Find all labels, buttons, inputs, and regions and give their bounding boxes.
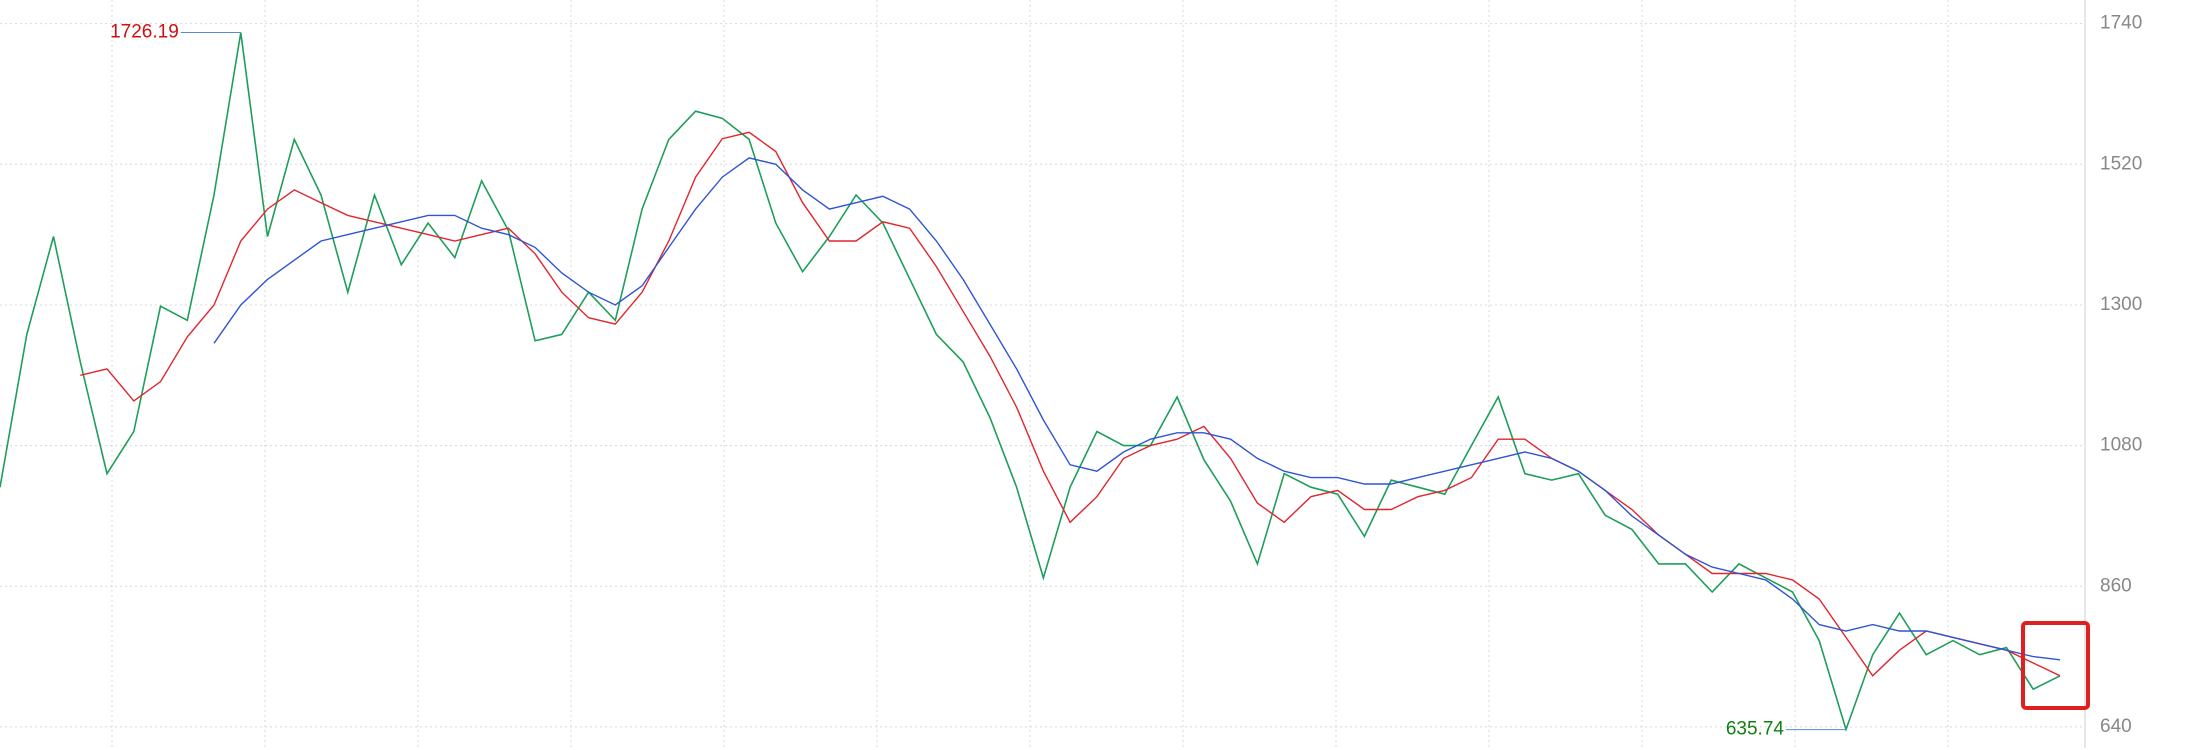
max-label: 1726.19: [110, 21, 179, 42]
y-tick-label: 860: [2100, 575, 2132, 596]
y-tick-label: 1520: [2100, 153, 2142, 174]
y-tick-label: 640: [2100, 716, 2132, 737]
min-label: 635.74: [1726, 719, 1785, 740]
line-ma-short: [80, 131, 2061, 677]
line-price: [0, 32, 2061, 733]
y-tick-label: 1740: [2100, 13, 2142, 34]
y-tick-label: 1080: [2100, 435, 2142, 456]
highlight-box: [2021, 621, 2090, 710]
line-ma-long: [213, 157, 2061, 661]
y-tick-label: 1300: [2100, 294, 2142, 315]
